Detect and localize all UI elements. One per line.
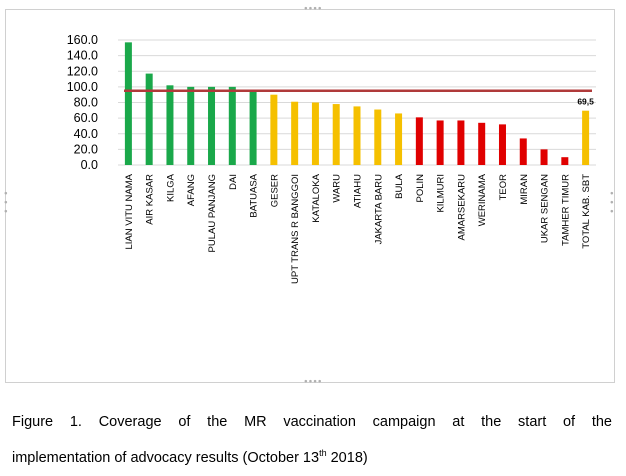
bar <box>395 113 403 165</box>
caption-line-2: implementation of advocacy results (Octo… <box>12 440 612 476</box>
y-tick-label: 40.0 <box>74 127 98 141</box>
bar <box>166 85 174 165</box>
bar <box>561 157 569 165</box>
bar <box>478 122 486 165</box>
x-tick-label: PULAU PANJANG <box>207 174 218 252</box>
bar <box>374 109 382 165</box>
bar-chart: 0.020.040.060.080.0100.0120.0140.0160.0 … <box>67 33 596 284</box>
x-tick-label: TOTAL KAB. SBT <box>581 174 592 249</box>
x-tick-label: KILMURI <box>436 174 447 213</box>
x-tick-label: MIRAN <box>519 174 530 205</box>
bar <box>228 86 236 165</box>
bar <box>249 90 257 165</box>
bar <box>457 120 465 165</box>
bar <box>498 124 506 165</box>
x-tick-label: WARU <box>332 174 343 203</box>
bar <box>353 106 361 165</box>
bar <box>124 42 132 165</box>
figure-caption: Figure 1. Coverage of the MR vaccination… <box>12 404 612 476</box>
x-tick-label: DAI <box>228 174 239 190</box>
x-tick-label: TAMHER TIMUR <box>560 174 571 246</box>
bar <box>582 110 590 165</box>
x-tick-label: LIAN VITU NAMA <box>124 173 135 249</box>
y-tick-label: 80.0 <box>74 96 98 110</box>
resize-handle-left[interactable]: ∙ ∙ ∙ <box>3 189 9 217</box>
resize-handle-right[interactable]: ∙ ∙ ∙ <box>609 189 615 217</box>
x-tick-label: BATUASA <box>249 173 260 217</box>
caption-superscript: th <box>319 448 327 459</box>
y-tick-label: 60.0 <box>74 111 98 125</box>
bar <box>415 117 423 165</box>
x-tick-label: UKAR SENGAN <box>540 174 551 243</box>
resize-handle-bottom[interactable]: ∙∙∙∙ <box>303 377 323 387</box>
resize-handle-top[interactable]: ∙∙∙∙ <box>303 4 323 14</box>
bar <box>332 104 340 165</box>
y-tick-label: 160.0 <box>67 33 98 47</box>
x-tick-label: POLIN <box>415 174 426 203</box>
x-axis-ticks: LIAN VITU NAMA AIR KASAR KILGA AFANG PULAU P… <box>124 173 592 284</box>
x-tick-label: WERINAMA <box>477 173 488 226</box>
y-tick-label: 0.0 <box>81 158 98 172</box>
x-tick-label: AMARSEKARU <box>456 174 467 241</box>
y-tick-label: 140.0 <box>67 49 98 63</box>
caption-line-2-text: implementation of advocacy results (Octo… <box>12 450 320 466</box>
bar <box>436 120 444 165</box>
bar <box>145 73 153 165</box>
y-tick-label: 120.0 <box>67 64 98 78</box>
x-tick-label: JAKARTA BARU <box>373 174 384 245</box>
data-label: 69,5 <box>577 97 594 107</box>
x-tick-label: AFANG <box>186 174 197 206</box>
bar <box>291 101 299 165</box>
bar <box>208 86 216 165</box>
bar <box>540 149 548 165</box>
bar <box>519 138 527 165</box>
bar <box>270 94 278 165</box>
x-tick-label: KATALOKA <box>311 173 322 222</box>
chart-frame: ∙∙∙∙ ∙∙∙∙ ∙ ∙ ∙ ∙ ∙ ∙ 0.0 20.0 40.0 60.0 80.0 100… <box>3 5 615 387</box>
bar <box>187 86 195 165</box>
x-tick-label: ATIAHU <box>353 174 364 208</box>
x-tick-label: UPT TRANS R BANGGOI <box>290 174 301 284</box>
x-tick-label: AIR KASAR <box>145 174 156 225</box>
bar <box>311 102 319 165</box>
caption-line-1: Figure 1. Coverage of the MR vaccination… <box>12 414 612 430</box>
data-labels: 69,5 <box>577 97 594 107</box>
x-tick-label: TEOR <box>498 174 509 201</box>
caption-line-2-end: 2018) <box>326 450 368 466</box>
bars <box>124 42 590 165</box>
y-tick-label: 20.0 <box>74 142 98 156</box>
y-tick-label: 100.0 <box>67 80 98 94</box>
x-tick-label: GESER <box>269 174 280 207</box>
x-tick-label: KILGA <box>165 173 176 202</box>
x-tick-label: BULA <box>394 173 405 198</box>
